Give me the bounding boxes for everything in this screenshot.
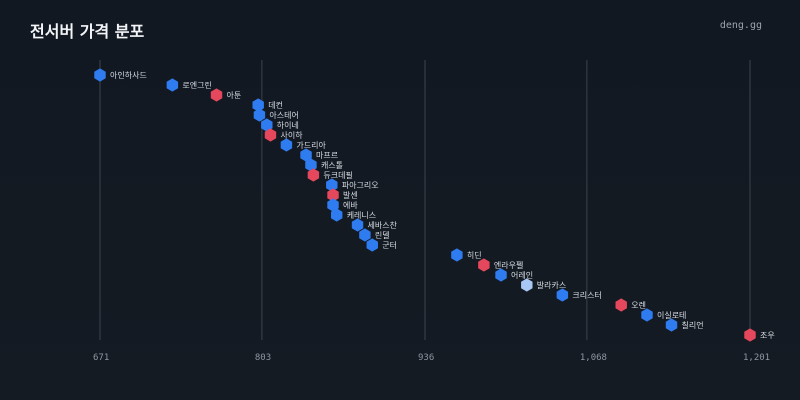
data-point [305,158,317,172]
x-tick-label: 936 [418,353,434,363]
data-point [264,128,277,142]
data-point [166,78,179,92]
point-label: 하이네 [277,120,299,130]
point-label: 세바스찬 [368,220,398,230]
data-point [307,168,320,182]
x-tick-label: 1,201 [743,353,770,363]
data-point [556,288,569,302]
data-point [451,248,463,262]
point-label: 케레니스 [347,210,376,220]
data-point [495,268,507,282]
x-tick-label: 1,068 [580,353,607,363]
data-point [326,178,338,192]
data-point [330,208,343,222]
point-label: 군터 [382,241,397,250]
data-point [210,88,223,102]
data-point [94,68,106,82]
data-point [478,258,490,272]
point-label: 에바 [343,200,358,210]
point-label: 파아그리오 [342,180,379,190]
data-point [327,198,339,212]
brand-label: deng.gg [719,20,762,31]
data-point [351,218,364,232]
data-point [366,238,378,252]
point-label: 어레인 [511,270,533,280]
point-label: 마프르 [316,151,338,160]
point-label: 캐스톨 [321,161,343,170]
data-point [615,298,627,312]
data-point [521,278,533,292]
x-tick-label: 671 [93,353,109,363]
point-label: 오렌 [631,300,646,310]
x-tick-label: 803 [255,353,271,363]
point-label: 엔라우펠 [494,260,523,270]
point-label: 로엔그린 [182,80,211,90]
point-label: 발라카스 [537,280,566,290]
data-point [359,228,371,242]
data-point [300,148,312,162]
data-point [641,308,653,322]
data-point [252,98,264,112]
point-label: 아인하사드 [110,70,147,80]
point-label: 아툰 [227,90,242,100]
point-label: 크리스터 [572,291,601,300]
point-label: 사이하 [280,130,303,140]
data-point [665,318,678,332]
point-label: 데컨 [268,100,283,110]
data-point [744,328,756,342]
point-label: 듀크데필 [323,170,352,180]
point-label: 이실로테 [657,310,686,320]
point-label: 칠리언 [682,320,704,330]
data-point [261,118,273,132]
data-point [280,138,293,152]
chart-title: 전서버 가격 분포 [30,22,145,41]
point-label: 린델 [375,230,390,240]
data-point [253,108,266,122]
point-label: 히딘 [467,250,482,260]
point-label: 발센 [343,190,358,200]
point-label: 조우 [760,331,775,340]
point-label: 아스테어 [269,110,298,120]
point-label: 가드리아 [296,140,326,150]
data-point [327,188,339,202]
